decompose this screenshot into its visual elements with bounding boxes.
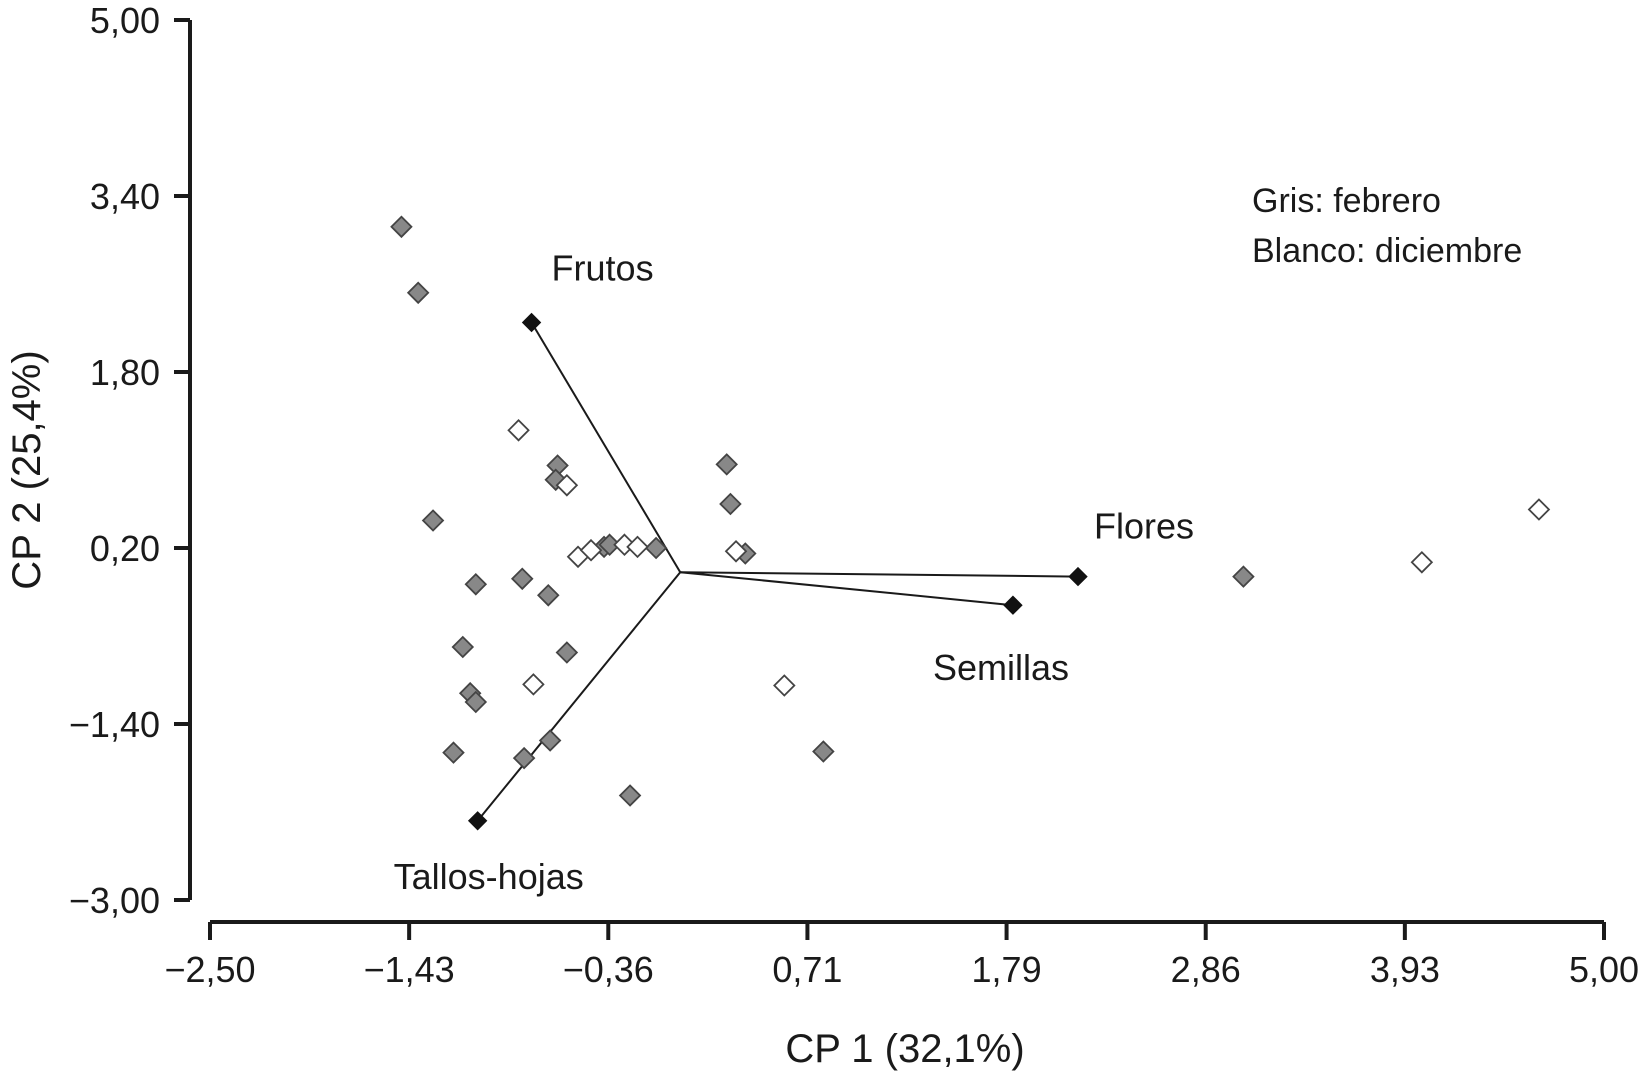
vector-label-semillas: Semillas [933,647,1069,688]
legend-febrero: Gris: febrero [1252,182,1441,220]
vector-label-frutos: Frutos [552,248,654,289]
point-febrero [538,729,562,752]
loading-endpoint-tallos-hojas [467,811,488,831]
loading-endpoint-flores [1068,566,1088,587]
x-tick-label: 0,71 [772,949,842,990]
legend-diciembre: Blanco: diciembre [1252,232,1522,270]
vector-label-tallos-hojas: Tallos-hojas [394,856,584,897]
y-tick-label: −3,00 [69,880,160,921]
x-tick-label: 5,00 [1569,949,1639,990]
point-febrero [598,533,621,556]
point-febrero [537,584,560,607]
legend: Gris: febrero Blanco: diciembre [1252,182,1522,270]
point-febrero [719,492,742,516]
y-tick-label: 0,20 [90,528,160,569]
point-febrero [464,573,488,596]
y-axis-title: CP 2 (25,4%) [5,350,49,589]
y-tick-label: 3,40 [90,176,160,217]
loading-vector-tallos-hojas [476,571,682,822]
x-tick-label: 2,86 [1171,949,1241,990]
loading-endpoint-semillas [1003,595,1023,615]
vector-label-flores: Flores [1094,506,1194,547]
y-tick-label: 5,00 [90,0,160,41]
point-febrero [510,567,534,591]
loading-vector-semillas [680,571,1014,607]
point-febrero [644,536,668,560]
point-febrero [442,741,465,764]
x-tick-label: −1,43 [364,949,455,990]
point-febrero [618,784,642,807]
y-tick-label: −1,40 [69,704,160,745]
point-febrero [421,509,445,532]
point-diciembre [579,538,603,562]
point-febrero [451,635,475,659]
point-diciembre [1527,498,1551,521]
point-febrero [406,281,430,305]
point-diciembre [1410,551,1434,574]
point-febrero [512,746,536,770]
loading-vector-flores [680,571,1079,578]
point-febrero [1232,565,1255,588]
point-febrero [555,641,579,664]
point-diciembre [522,673,545,696]
x-tick-label: −0,36 [563,949,654,990]
loading-endpoint-frutos [521,312,542,333]
point-diciembre [626,535,649,559]
loading-vector-frutos [530,321,682,573]
point-febrero [812,740,835,763]
x-tick-label: −2,50 [164,949,255,990]
x-tick-label: 1,79 [972,949,1042,990]
point-febrero [464,690,488,714]
y-tick-label: 1,80 [90,352,160,393]
point-diciembre [507,419,530,442]
point-febrero [715,453,738,476]
point-diciembre [555,474,579,497]
point-febrero [390,215,413,239]
x-tick-label: 3,93 [1370,949,1440,990]
point-diciembre [724,540,748,563]
point-diciembre [773,674,796,697]
x-axis-title: CP 1 (32,1%) [785,1027,1024,1071]
